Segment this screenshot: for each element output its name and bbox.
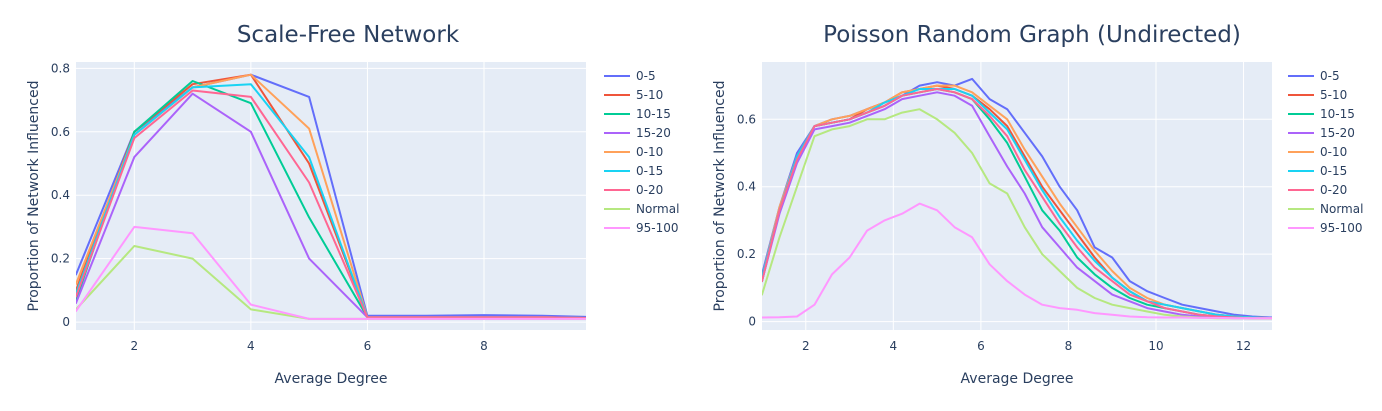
poisson-chart: Poisson Random Graph (Undirected) 2 4 6 8 10… [712,22,1363,387]
legend-label: Normal [1320,202,1363,216]
series-lines [76,73,586,320]
x-tick-label: 12 [1236,339,1251,353]
y-tick-label: 0.4 [51,188,70,202]
legend-label: 0-5 [636,69,656,83]
legend-label: 0-10 [1320,145,1347,159]
scale-free-chart: Scale-Free Network 2 4 6 8 0 0.2 0.4 0.6 0.8 Ave… [26,22,679,387]
x-tick-label: 2 [130,339,138,353]
series-line-95-100 [762,202,1272,320]
tick-labels: 2 4 6 8 0 0.2 0.4 0.6 0.8 [51,61,488,353]
gridlines [76,62,586,330]
plot-area [76,62,586,330]
x-tick-label: 8 [1065,339,1073,353]
y-tick-label: 0.8 [51,61,70,75]
legend-label: Normal [636,202,679,216]
y-tick-label: 0 [62,315,70,329]
x-tick-label: 8 [480,339,488,353]
x-tick-label: 2 [802,339,810,353]
series-line-95-100 [76,225,586,320]
legend-label: 0-10 [636,145,663,159]
x-axis-title: Average Degree [275,371,388,387]
chart-title: Poisson Random Graph (Undirected) [823,22,1241,48]
chart-title: Scale-Free Network [237,22,460,48]
y-tick-label: 0.2 [51,252,70,266]
series-lines [762,77,1272,320]
legend-label: 95-100 [1320,221,1363,235]
series-line-0-20 [762,88,1272,320]
x-tick-label: 10 [1148,339,1163,353]
y-tick-label: 0.6 [51,125,70,139]
y-axis-title: Proportion of Network Influenced [26,81,42,312]
x-axis-title: Average Degree [961,371,1074,387]
legend-label: 5-10 [636,88,663,102]
legend-label: 0-5 [1320,69,1340,83]
legend-label: 15-20 [1320,126,1355,140]
x-tick-label: 6 [977,339,985,353]
legend-label: 0-20 [1320,183,1347,197]
y-tick-label: 0.6 [737,112,756,126]
series-line-0-5 [76,73,586,318]
plot-area [762,62,1272,330]
y-tick-label: 0.4 [737,180,756,194]
tick-labels: 2 4 6 8 10 12 0 0.2 0.4 0.6 [737,112,1251,353]
legend-label: 15-20 [636,126,671,140]
legend-label: 0-20 [636,183,663,197]
legend-label: 10-15 [1320,107,1355,121]
series-line-0-20 [76,89,586,320]
legend-label: 0-15 [1320,164,1347,178]
legend-label: 10-15 [636,107,671,121]
legend-label: 5-10 [1320,88,1347,102]
y-axis-title: Proportion of Network Influenced [712,81,728,312]
legend: 0-5 5-10 10-15 15-20 0-10 0-15 0-20 Normal 95-10… [604,69,679,235]
x-tick-label: 4 [247,339,255,353]
y-tick-label: 0.2 [737,247,756,261]
legend: 0-5 5-10 10-15 15-20 0-10 0-15 0-20 Normal 95-10… [1288,69,1363,235]
legend-label: 0-15 [636,164,663,178]
series-line-15-20 [762,91,1272,320]
legend-label: 95-100 [636,221,679,235]
x-tick-label: 6 [364,339,372,353]
x-tick-label: 4 [890,339,898,353]
y-tick-label: 0 [748,315,756,329]
